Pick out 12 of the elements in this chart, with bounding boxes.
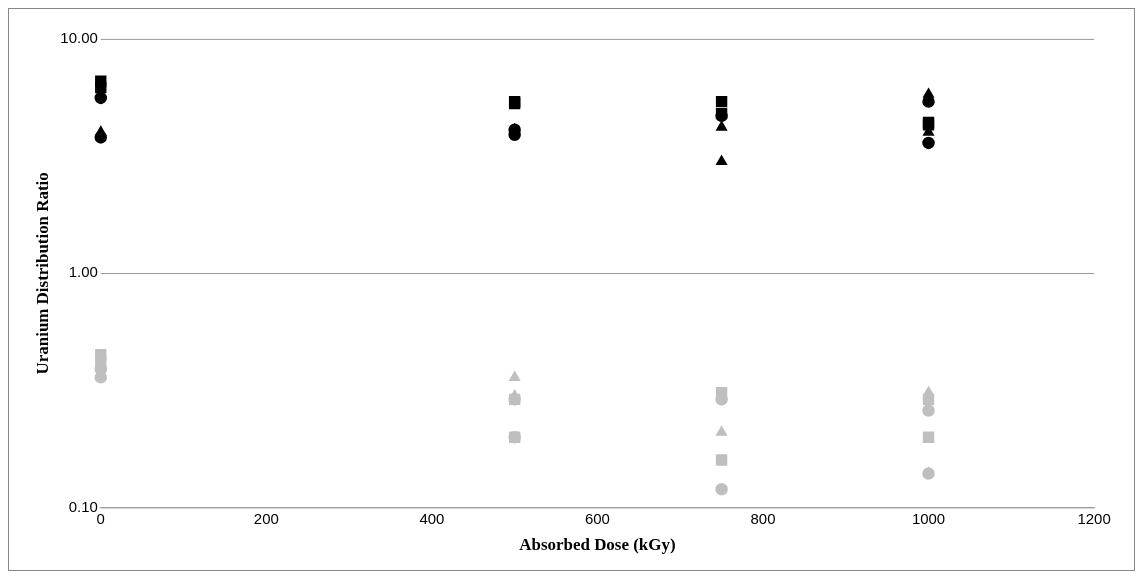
y-axis-title: Uranium Distribution Ratio bbox=[32, 172, 52, 375]
x-tick-label: 600 bbox=[584, 509, 610, 527]
x-tick-label: 1000 bbox=[911, 509, 946, 527]
x-tick-label: 800 bbox=[750, 509, 776, 527]
x-axis-title: Absorbed Dose (kGy) bbox=[519, 535, 676, 555]
y-tick-label: 1.00 bbox=[68, 263, 98, 281]
y-tick-label: 0.10 bbox=[68, 497, 98, 515]
x-tick-label: 200 bbox=[253, 509, 279, 527]
x-tick-label: 1200 bbox=[1077, 509, 1111, 527]
y-tick-label: 10.00 bbox=[60, 29, 98, 47]
x-tick-label: 0 bbox=[96, 509, 105, 527]
x-tick-label: 400 bbox=[419, 509, 445, 527]
